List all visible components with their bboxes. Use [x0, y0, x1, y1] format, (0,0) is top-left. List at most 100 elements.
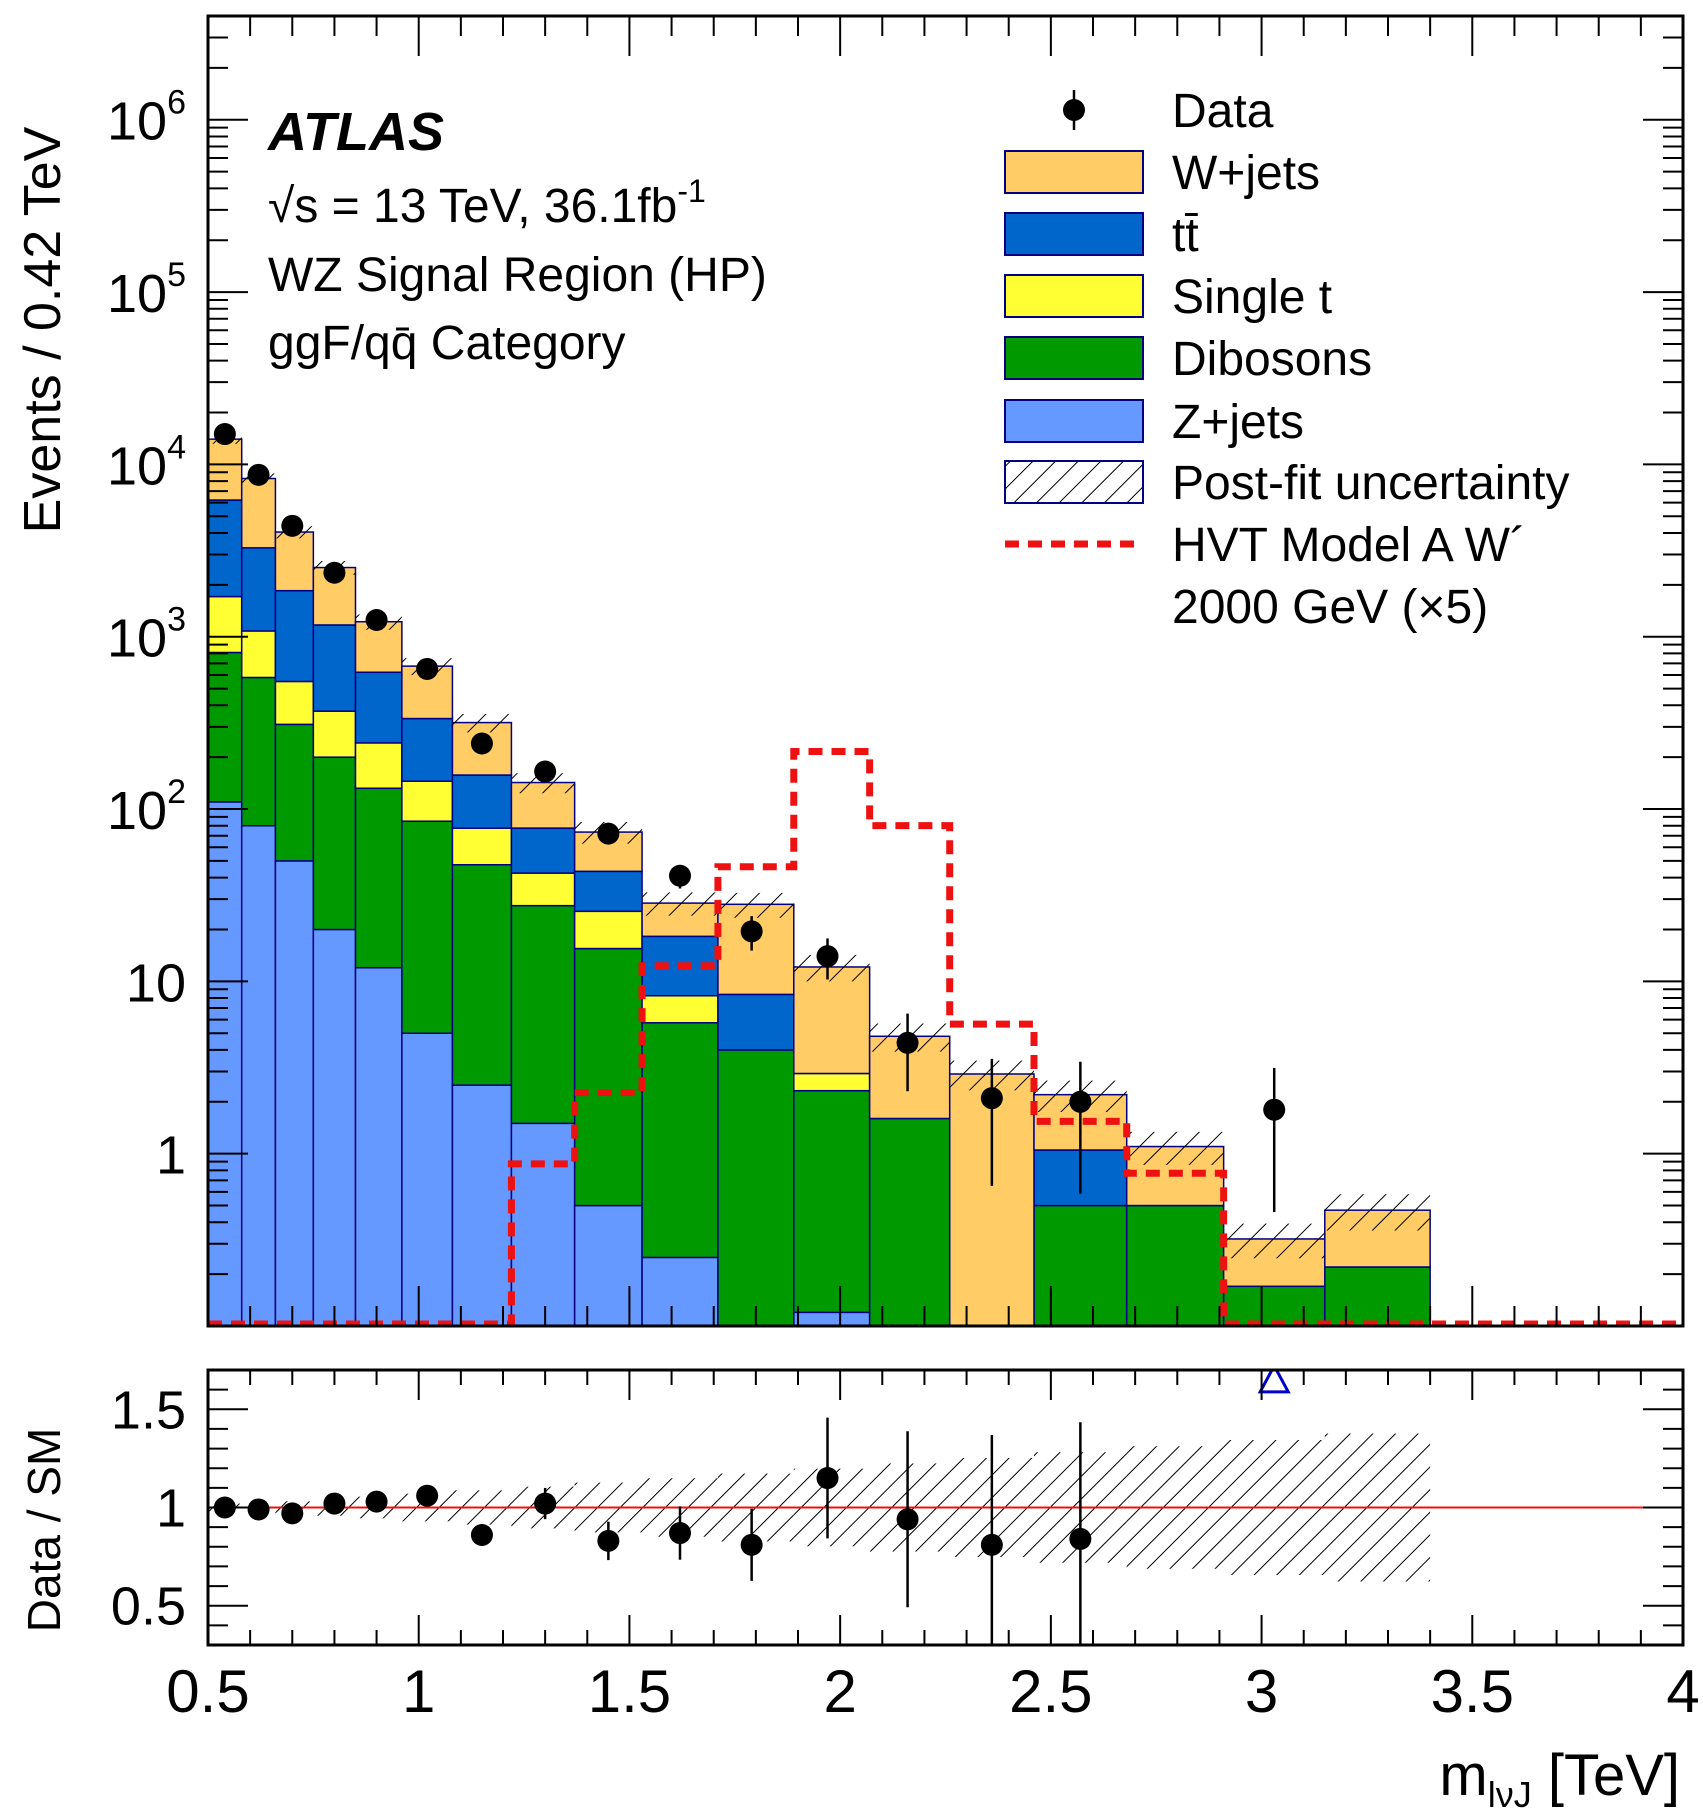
chart-labels: ATLAS √s = 13 TeV, 36.1fb-1 WZ Signal Re…	[14, 102, 1680, 1809]
stack-bar	[793, 966, 871, 1075]
stack-bar	[208, 801, 243, 1326]
y-tick-label: 1	[156, 1126, 186, 1186]
stack-bar	[510, 904, 576, 1125]
main-stacked-histogram	[208, 434, 1431, 1326]
x-tick-label: 3.5	[1431, 1658, 1514, 1725]
stack-bar	[510, 827, 576, 874]
stack-bar	[1125, 1204, 1225, 1326]
main-plot-frame	[206, 14, 1685, 1328]
stack-bar	[401, 717, 454, 782]
ratio-y-tick-label: 1.5	[111, 1380, 186, 1440]
stack-bar	[274, 680, 315, 726]
data-point	[213, 423, 236, 446]
legend-label: HVT Model A W´	[1172, 519, 1526, 572]
ratio-y-tick-label: 1	[156, 1479, 186, 1539]
info-line-region: WZ Signal Region (HP)	[268, 249, 767, 302]
ratio-point	[365, 1490, 388, 1513]
ratio-point	[896, 1508, 919, 1531]
stack-bar	[354, 787, 403, 969]
stack-bar	[240, 676, 277, 827]
data-point	[281, 514, 304, 537]
stack-bar	[573, 947, 643, 1207]
ratio-point	[247, 1498, 270, 1521]
legend-label: Post-fit uncertainty	[1172, 457, 1570, 510]
stack-bar	[793, 1089, 871, 1314]
stack-bar	[717, 993, 795, 1051]
stack-bar	[793, 1311, 871, 1326]
ratio-point	[323, 1492, 346, 1515]
experiment-label: ATLAS	[266, 102, 444, 162]
ratio-point	[816, 1467, 839, 1490]
stack-bar	[240, 477, 277, 549]
y-tick-label: 105	[107, 256, 186, 324]
data-point	[470, 732, 493, 755]
legend: Data W+jets tt̄ Single t Dibosons Z+jets Post-…	[1004, 85, 1570, 634]
stack-bar	[312, 928, 357, 1326]
y-tick-label: 103	[107, 601, 186, 669]
x-tick-label: 2	[823, 1658, 856, 1725]
ratio-point	[281, 1502, 304, 1525]
stack-bar	[641, 1022, 719, 1259]
legend-swatch	[1004, 399, 1144, 443]
uncertainty-band	[717, 892, 794, 918]
legend-swatch	[1004, 336, 1144, 380]
x-tick-label: 1	[402, 1658, 435, 1725]
stack-bar	[240, 547, 277, 632]
legend-swatch	[1004, 274, 1144, 318]
stack-bar	[573, 1204, 643, 1326]
stack-bar	[573, 910, 643, 950]
ratio-y-tick-label: 0.5	[111, 1577, 186, 1637]
stack-bar	[1033, 1204, 1128, 1326]
legend-label: tt̄	[1172, 209, 1199, 262]
stack-bar	[312, 624, 357, 712]
x-tick-label: 2.5	[1009, 1658, 1092, 1725]
data-point	[597, 822, 620, 845]
stack-bar	[401, 1032, 454, 1326]
legend-label: Dibosons	[1172, 333, 1372, 386]
stack-bar	[312, 756, 357, 931]
ratio-point	[1069, 1527, 1092, 1550]
stack-bar	[401, 780, 454, 822]
x-tick-label: 0.5	[166, 1658, 249, 1725]
ratio-point	[669, 1522, 691, 1545]
uncertainty-band	[642, 892, 718, 916]
ratio-axes: 0.5 1 1.5 0.5 1 1.5 2 2.5 3 3.5 4	[111, 1370, 1700, 1725]
stack-bar	[1222, 1285, 1326, 1326]
uncertainty-band	[511, 773, 575, 794]
y-tick-label: 104	[107, 428, 186, 496]
stack-bar	[354, 966, 403, 1326]
data-point	[323, 561, 346, 584]
legend-label: W+jets	[1172, 147, 1320, 200]
data-point	[1263, 1098, 1286, 1121]
stack-bar	[451, 774, 513, 829]
stack-bar	[274, 723, 315, 862]
stack-bar	[240, 630, 277, 679]
ratio-point	[416, 1484, 439, 1507]
y-tick-label: 10	[126, 953, 186, 1013]
uncertainty-band	[1324, 1194, 1431, 1231]
stack-bar	[717, 1049, 795, 1326]
ratio-point	[470, 1524, 493, 1546]
uncertainty-band	[1126, 1131, 1224, 1165]
y-axis-label: Events / 0.42 TeV	[14, 126, 72, 533]
uncertainty-band	[1223, 1223, 1325, 1259]
ratio-point	[980, 1533, 1003, 1556]
data-point	[247, 463, 270, 486]
stack-bar	[641, 1256, 719, 1326]
info-line-category: ggF/qq̄ Category	[268, 317, 626, 370]
stack-bar	[312, 710, 357, 758]
data-points	[213, 423, 1286, 1213]
x-axis-label: mlνJ [TeV]	[1439, 1743, 1680, 1809]
stack-bar	[793, 1072, 871, 1092]
y-tick-label: 102	[107, 773, 186, 841]
info-line-energy: √s = 13 TeV, 36.1fb-1	[268, 173, 706, 233]
stack-bar	[573, 870, 643, 913]
legend-swatch	[1004, 212, 1144, 256]
uncertainty-band	[452, 713, 512, 733]
data-point	[534, 760, 557, 783]
ratio-y-axis-label: Data / SM	[18, 1428, 70, 1633]
data-point	[669, 864, 691, 887]
ratio-overflow-triangle	[1257, 1370, 1291, 1394]
